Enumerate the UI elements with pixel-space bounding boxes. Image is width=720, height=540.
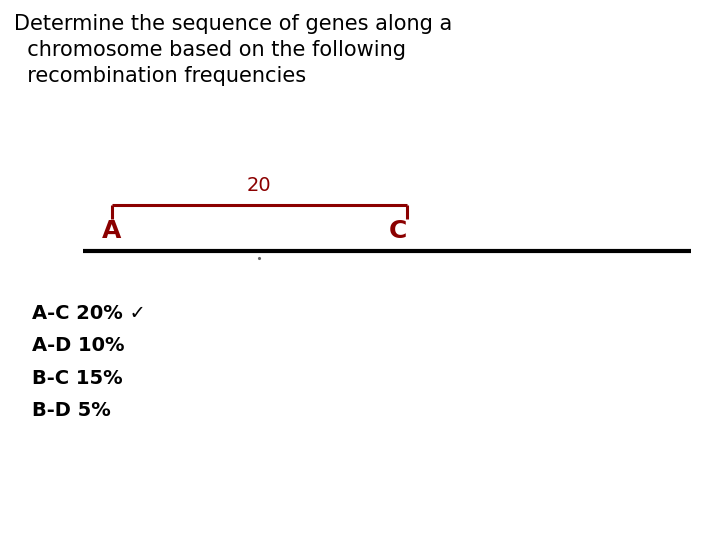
Text: C: C [388,219,407,243]
Text: A: A [102,219,121,243]
Text: B-C 15%: B-C 15% [32,368,123,388]
Text: B-D 5%: B-D 5% [32,401,111,420]
Text: A-D 10%: A-D 10% [32,336,125,355]
Text: Determine the sequence of genes along a
  chromosome based on the following
  re: Determine the sequence of genes along a … [14,14,453,86]
Text: 20: 20 [247,177,271,195]
Text: A-C 20% ✓: A-C 20% ✓ [32,303,146,323]
